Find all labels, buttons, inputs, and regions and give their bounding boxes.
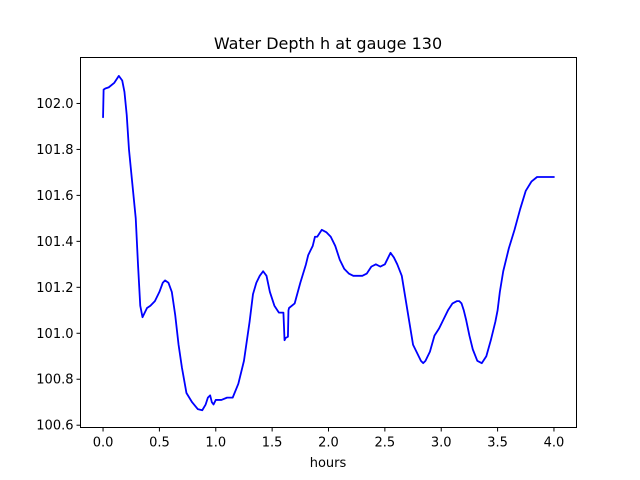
x-tick-label: 1.0 bbox=[205, 436, 226, 451]
x-tick-label: 2.0 bbox=[318, 436, 339, 451]
x-tick-label: 0.0 bbox=[93, 436, 114, 451]
x-tick-label: 0.5 bbox=[149, 436, 170, 451]
x-tick-label: 3.5 bbox=[487, 436, 508, 451]
x-axis-label: hours bbox=[310, 456, 347, 471]
y-tick-label: 101.2 bbox=[36, 281, 73, 296]
x-tick-label: 3.0 bbox=[431, 436, 452, 451]
x-tick-label: 4.0 bbox=[544, 436, 565, 451]
y-tick-label: 101.8 bbox=[36, 143, 73, 158]
depth-series-line bbox=[102, 74, 555, 412]
chart-title: Water Depth h at gauge 130 bbox=[214, 34, 442, 53]
y-tick-label: 101.4 bbox=[36, 235, 73, 250]
y-tick-label: 101.0 bbox=[36, 327, 73, 342]
plot-area bbox=[102, 74, 555, 412]
y-tick-label: 102.0 bbox=[36, 97, 73, 112]
x-tick-label: 1.5 bbox=[262, 436, 283, 451]
x-tick-label: 2.5 bbox=[375, 436, 396, 451]
x-axis-ticks: 0.0 0.5 1.0 1.5 2.0 2.5 3.0 3.5 4.0 bbox=[93, 427, 565, 451]
y-axis-ticks: 100.6 100.8 101.0 101.2 101.4 101.6 101.8 102.0 bbox=[36, 97, 81, 434]
y-tick-label: 101.6 bbox=[36, 189, 73, 204]
y-tick-label: 100.8 bbox=[36, 373, 73, 388]
y-tick-label: 100.6 bbox=[36, 419, 73, 434]
